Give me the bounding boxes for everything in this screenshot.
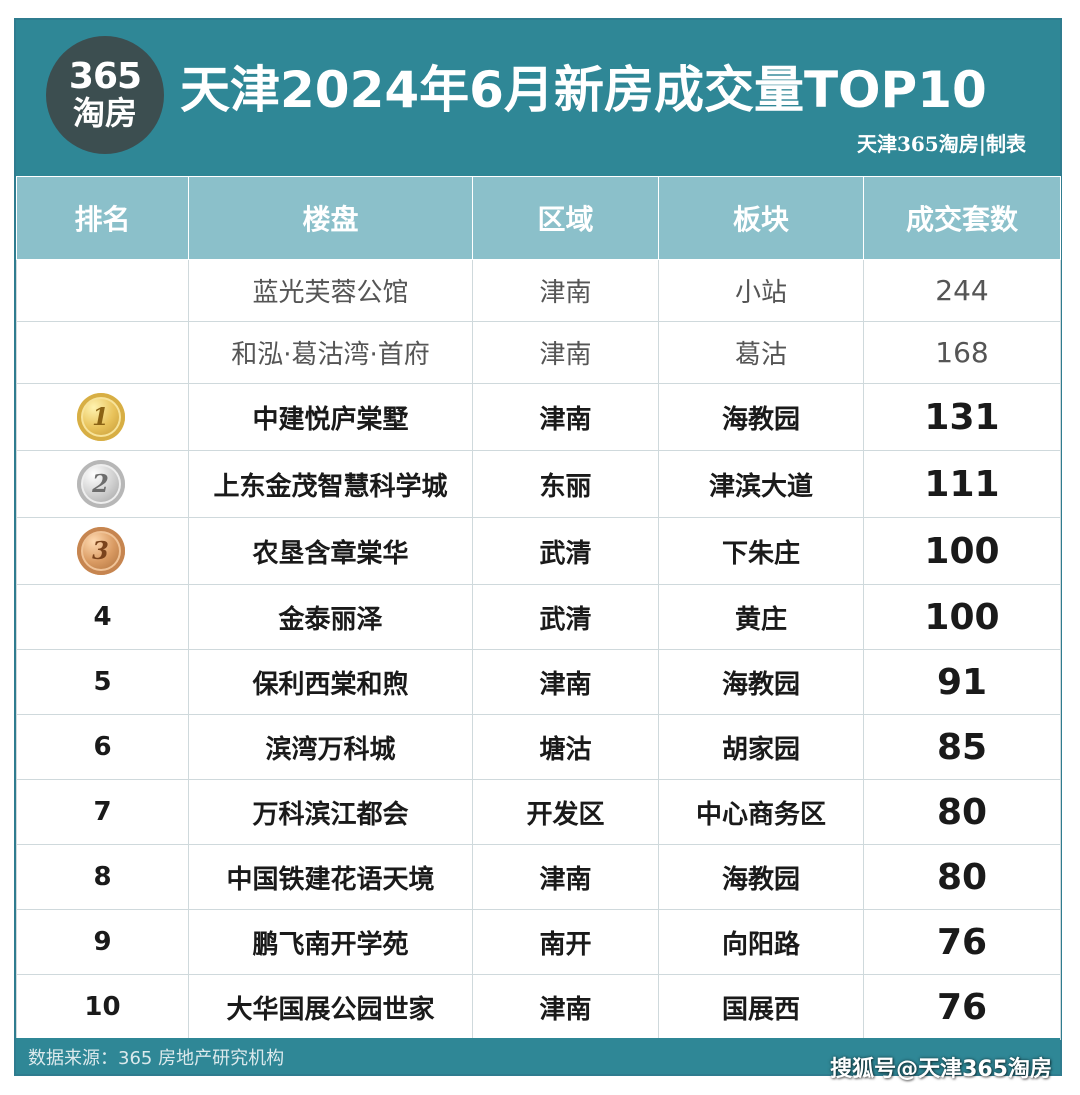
count-cell: 80 (863, 779, 1061, 845)
district-cell: 津南 (472, 383, 659, 451)
project-cell: 上东金茂智慧科学城 (188, 450, 473, 518)
maker-label: 天津365淘房|制表 (856, 132, 1026, 156)
district-cell: 塘沽 (472, 714, 659, 780)
rank-cell (16, 321, 189, 384)
table-header-row: 排名 楼盘 区域 板块 成交套数 (16, 176, 1061, 260)
table-row: 6 滨湾万科城 塘沽 胡家园 85 (16, 714, 1061, 780)
project-cell: 鹏飞南开学苑 (188, 909, 473, 975)
project-cell: 金泰丽泽 (188, 584, 473, 650)
credit-watermark: 搜狐号@天津365淘房 (830, 1057, 1052, 1082)
district-cell: 津南 (472, 974, 659, 1040)
district-cell: 武清 (472, 517, 659, 585)
district-cell: 南开 (472, 909, 659, 975)
logo: 365 淘房 (46, 36, 164, 154)
project-cell: 中国铁建花语天境 (188, 844, 473, 910)
project-cell: 蓝光芙蓉公馆 (188, 259, 473, 322)
count-cell: 168 (863, 321, 1061, 384)
count-cell: 80 (863, 844, 1061, 910)
ranking-card: 365 淘房 天津2024年6月新房成交量TOP10 天津365淘房|制表 排名… (14, 18, 1062, 1076)
block-cell: 小站 (658, 259, 864, 322)
header-bar: 365 淘房 天津2024年6月新房成交量TOP10 天津365淘房|制表 (16, 20, 1060, 176)
column-header-district: 区域 (472, 176, 659, 260)
rank-cell: 4 (16, 584, 189, 650)
table-row: 1 中建悦庐棠墅 津南 海教园 131 (16, 383, 1061, 451)
block-cell: 国展西 (658, 974, 864, 1040)
column-header-rank: 排名 (16, 176, 189, 260)
district-cell: 东丽 (472, 450, 659, 518)
rank-cell: 10 (16, 974, 189, 1040)
rank-cell: 3 (16, 517, 189, 585)
block-cell: 黄庄 (658, 584, 864, 650)
rank-cell: 6 (16, 714, 189, 780)
block-cell: 津滨大道 (658, 450, 864, 518)
column-header-count: 成交套数 (863, 176, 1061, 260)
count-cell: 111 (863, 450, 1061, 518)
bronze-medal-icon: 3 (76, 527, 125, 575)
ranking-table: 排名 楼盘 区域 板块 成交套数 蓝光芙蓉公馆 津南 小站 244 和泓·葛沽湾… (16, 176, 1061, 1040)
logo-text: 淘房 (72, 94, 137, 132)
logo-number: 365 (68, 56, 142, 97)
project-cell: 大华国展公园世家 (188, 974, 473, 1040)
block-cell: 胡家园 (658, 714, 864, 780)
block-cell: 海教园 (658, 844, 864, 910)
table-row: 5 保利西棠和煦 津南 海教园 91 (16, 649, 1061, 715)
block-cell: 海教园 (658, 649, 864, 715)
silver-medal-icon: 2 (76, 460, 125, 508)
table-row: 3 农垦含章棠华 武清 下朱庄 100 (16, 517, 1061, 585)
rank-cell: 2 (16, 450, 189, 518)
block-cell: 海教园 (658, 383, 864, 451)
count-cell: 91 (863, 649, 1061, 715)
project-cell: 万科滨江都会 (188, 779, 473, 845)
column-header-project: 楼盘 (188, 176, 473, 260)
project-cell: 中建悦庐棠墅 (188, 383, 473, 451)
table-row: 8 中国铁建花语天境 津南 海教园 80 (16, 844, 1061, 910)
district-cell: 津南 (472, 844, 659, 910)
table-row: 4 金泰丽泽 武清 黄庄 100 (16, 584, 1061, 650)
count-cell: 131 (863, 383, 1061, 451)
count-cell: 100 (863, 584, 1061, 650)
page-title: 天津2024年6月新房成交量TOP10 (180, 61, 987, 119)
footer-bar: 数据来源：365 房地产研究机构 (16, 1038, 1060, 1074)
rank-cell: 7 (16, 779, 189, 845)
district-cell: 开发区 (472, 779, 659, 845)
table-row: 9 鹏飞南开学苑 南开 向阳路 76 (16, 909, 1061, 975)
block-cell: 向阳路 (658, 909, 864, 975)
table-row: 2 上东金茂智慧科学城 东丽 津滨大道 111 (16, 450, 1061, 518)
table-row: 7 万科滨江都会 开发区 中心商务区 80 (16, 779, 1061, 845)
project-cell: 滨湾万科城 (188, 714, 473, 780)
rank-cell: 8 (16, 844, 189, 910)
data-source: 数据来源：365 房地产研究机构 (28, 1048, 285, 1069)
gold-medal-icon: 1 (76, 393, 125, 441)
table-row: 蓝光芙蓉公馆 津南 小站 244 (16, 259, 1061, 322)
rank-cell: 9 (16, 909, 189, 975)
column-header-block: 板块 (658, 176, 864, 260)
block-cell: 中心商务区 (658, 779, 864, 845)
district-cell: 武清 (472, 584, 659, 650)
district-cell: 津南 (472, 321, 659, 384)
block-cell: 下朱庄 (658, 517, 864, 585)
rank-cell (16, 259, 189, 322)
rank-cell: 1 (16, 383, 189, 451)
count-cell: 85 (863, 714, 1061, 780)
rank-cell: 5 (16, 649, 189, 715)
project-cell: 农垦含章棠华 (188, 517, 473, 585)
project-cell: 保利西棠和煦 (188, 649, 473, 715)
count-cell: 244 (863, 259, 1061, 322)
district-cell: 津南 (472, 649, 659, 715)
district-cell: 津南 (472, 259, 659, 322)
project-cell: 和泓·葛沽湾·首府 (188, 321, 473, 384)
table-row: 和泓·葛沽湾·首府 津南 葛沽 168 (16, 321, 1061, 384)
count-cell: 76 (863, 974, 1061, 1040)
table-row: 10 大华国展公园世家 津南 国展西 76 (16, 974, 1061, 1040)
block-cell: 葛沽 (658, 321, 864, 384)
count-cell: 100 (863, 517, 1061, 585)
count-cell: 76 (863, 909, 1061, 975)
